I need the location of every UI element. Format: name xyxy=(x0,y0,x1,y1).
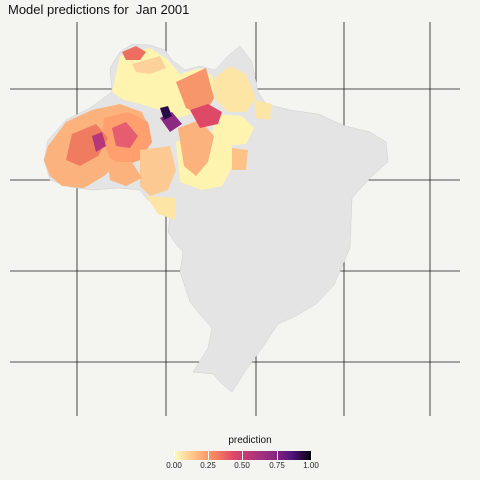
region xyxy=(160,106,172,120)
region xyxy=(122,46,146,60)
prediction-regions xyxy=(44,46,272,220)
legend-tickmark xyxy=(242,451,243,460)
region xyxy=(112,122,138,148)
legend-colorbar xyxy=(174,451,312,460)
region xyxy=(132,56,166,74)
legend-tickmark xyxy=(208,451,209,460)
region xyxy=(140,146,176,196)
region xyxy=(176,68,214,116)
legend-title: prediction xyxy=(228,435,272,446)
legend-tick-label: 0.75 xyxy=(269,461,285,470)
map-title: Model predictions for Jan 2001 xyxy=(8,2,190,17)
region xyxy=(178,120,214,176)
region xyxy=(212,66,256,112)
legend-tick-label: 0.25 xyxy=(200,461,216,470)
legend-tickmark xyxy=(174,451,175,460)
region xyxy=(146,196,176,220)
legend-tick-label: 1.00 xyxy=(303,461,319,470)
legend-tick-label: 0.00 xyxy=(166,461,182,470)
region xyxy=(232,148,248,170)
region xyxy=(108,162,142,186)
region xyxy=(92,132,106,152)
region xyxy=(190,104,222,128)
legend-tickmark xyxy=(277,451,278,460)
legend-tickmark xyxy=(311,451,312,460)
legend-tick-label: 0.50 xyxy=(234,461,250,470)
region xyxy=(254,100,272,120)
region xyxy=(212,114,254,146)
